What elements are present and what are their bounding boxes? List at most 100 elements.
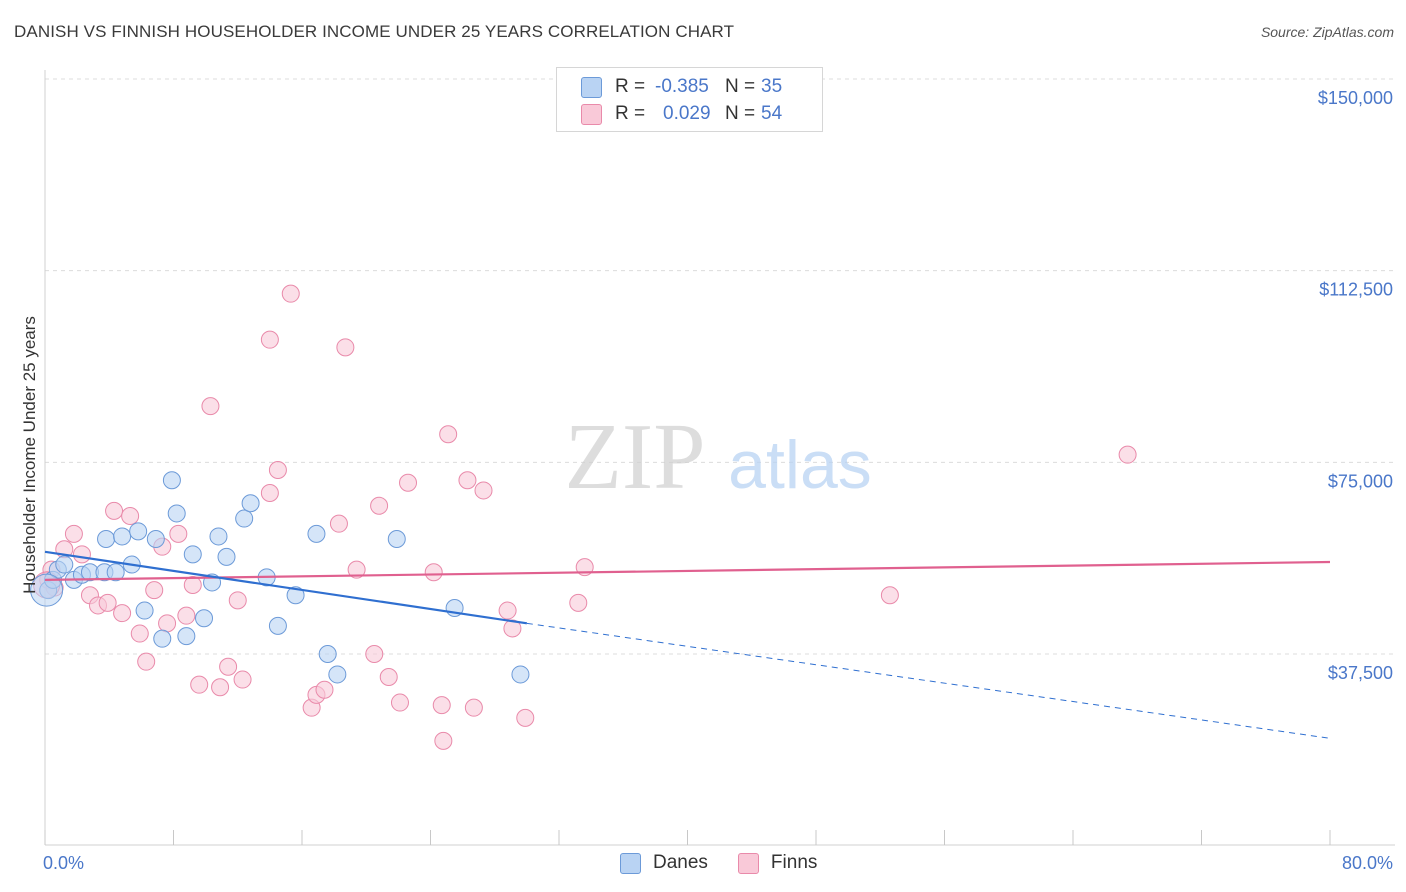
- danes-point: [217, 547, 236, 566]
- finns-point: [64, 524, 83, 543]
- finns-point: [137, 652, 156, 671]
- finns-legend-swatch: [737, 852, 759, 874]
- danes-point: [129, 522, 148, 541]
- danes-swatch: [581, 76, 602, 98]
- finns-point: [439, 425, 458, 444]
- legend-row-danes: R = -0.385 N = 35: [557, 74, 782, 100]
- finns-point: [347, 560, 366, 579]
- source-label: Source: ZipAtlas.com: [1260, 24, 1394, 40]
- axes: [44, 70, 1395, 846]
- danes-point: [113, 527, 132, 546]
- finns-point: [329, 514, 348, 533]
- danes-trend-extrapolation: [526, 622, 1331, 739]
- finns-n-label: N =: [725, 103, 756, 124]
- danes-point: [106, 563, 125, 582]
- finns-point: [211, 678, 230, 697]
- danes-n-label: N =: [725, 76, 756, 97]
- finns-n-value: 54: [761, 103, 783, 124]
- finns-point: [145, 581, 164, 600]
- danes-point: [511, 665, 530, 684]
- danes-point: [162, 471, 181, 490]
- finns-point: [121, 507, 140, 525]
- finns-r-value: 0.029: [663, 103, 711, 124]
- finns-point: [516, 708, 535, 727]
- danes-r-value: -0.385: [655, 76, 709, 97]
- y-axis-label: Householder Income Under 25 years: [20, 316, 39, 594]
- danes-trend-line: [44, 550, 528, 625]
- finns-point: [169, 524, 188, 543]
- finns-point: [464, 698, 483, 717]
- danes-point: [153, 629, 172, 648]
- danes-point: [183, 545, 202, 564]
- danes-point: [307, 524, 326, 543]
- x-tick-label-1: 80.0%: [1342, 853, 1393, 873]
- finns-point: [365, 645, 384, 663]
- finns-point: [260, 484, 279, 502]
- danes-point: [146, 530, 165, 548]
- finns-point: [1118, 445, 1137, 464]
- finns-point: [379, 668, 398, 686]
- finns-point: [113, 604, 132, 623]
- finns-legend-label: Finns: [770, 852, 818, 873]
- finns-point: [72, 545, 91, 564]
- finns-point: [569, 593, 588, 612]
- danes-point: [195, 609, 214, 628]
- finns-point: [432, 696, 451, 715]
- finns-trend-line: [44, 560, 1331, 581]
- finns-point: [458, 471, 477, 490]
- danes-r-label: R =: [615, 76, 646, 97]
- finns-point: [98, 593, 117, 612]
- series-legend: Danes Finns: [620, 852, 847, 874]
- danes-point: [55, 555, 74, 574]
- finns-point: [201, 397, 220, 416]
- x-tick-labels: 0.0% 80.0%: [43, 853, 1393, 873]
- danes-point: [318, 645, 337, 663]
- finns-point: [260, 330, 279, 349]
- finns-r-label: R =: [615, 103, 646, 124]
- danes-point: [167, 504, 186, 523]
- danes-point: [268, 616, 287, 635]
- finns-point: [158, 614, 177, 633]
- grid-lines: [45, 78, 1395, 655]
- legend-item-danes[interactable]: Danes: [620, 852, 708, 874]
- y-tick-label-0: $37,500: [1328, 663, 1393, 683]
- danes-point: [387, 530, 406, 548]
- finns-point: [130, 624, 149, 643]
- danes-point: [135, 601, 154, 620]
- danes-point: [286, 586, 305, 605]
- finns-point: [399, 473, 418, 492]
- finns-point: [498, 601, 517, 620]
- danes-legend-swatch: [620, 852, 641, 874]
- danes-n-value: 35: [761, 76, 783, 97]
- legend-item-finns[interactable]: Finns: [737, 852, 818, 874]
- finns-point: [281, 284, 300, 303]
- correlation-legend: R = -0.385 N = 35 R = 0.029 N = 54: [556, 67, 823, 132]
- x-tick-label-0: 0.0%: [43, 853, 84, 873]
- finns-point: [503, 619, 522, 638]
- finns-point: [105, 501, 124, 520]
- finns-point: [190, 675, 209, 694]
- danes-point: [235, 509, 254, 528]
- danes-point: [97, 530, 116, 548]
- finns-point: [228, 591, 247, 610]
- legend-row-finns: R = 0.029 N = 54: [557, 101, 782, 127]
- trend-lines: [44, 550, 1331, 739]
- finns-point: [390, 693, 409, 712]
- finns-point: [880, 586, 899, 605]
- danes-point: [209, 527, 228, 546]
- finns-swatch: [581, 103, 602, 125]
- finns-point: [424, 563, 443, 582]
- y-tick-label-1: $75,000: [1328, 471, 1393, 491]
- danes-point: [328, 665, 347, 684]
- chart-title: DANISH VS FINNISH HOUSEHOLDER INCOME UND…: [14, 22, 735, 41]
- finns-point: [474, 481, 493, 500]
- finns-point: [268, 461, 287, 479]
- danes-point: [241, 494, 260, 513]
- finns-point: [177, 606, 196, 625]
- danes-legend-label: Danes: [653, 852, 708, 873]
- watermark-atlas: atlas: [728, 427, 872, 503]
- finns-point: [183, 576, 202, 594]
- finns-point: [219, 657, 238, 676]
- finns-points: [33, 284, 1137, 750]
